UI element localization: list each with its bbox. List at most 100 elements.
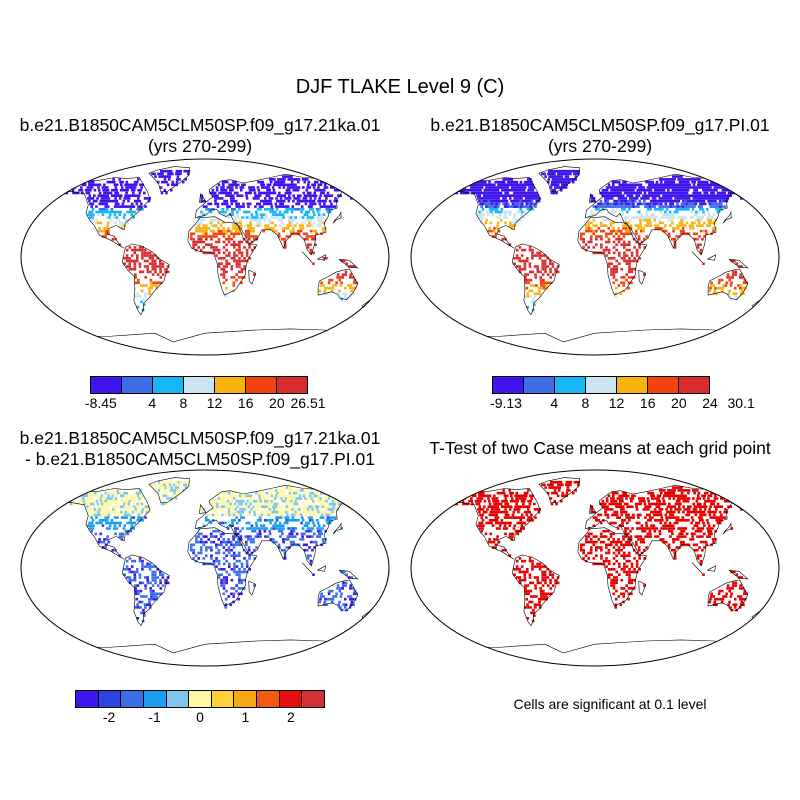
grid-cell bbox=[668, 199, 671, 203]
grid-cell bbox=[312, 499, 315, 503]
grid-cell bbox=[240, 251, 244, 255]
diff-title-line1: b.e21.B1850CAM5CLM50SP.f09_g17.21ka.01 bbox=[19, 428, 381, 448]
grid-cell bbox=[307, 521, 310, 525]
grid-cell bbox=[350, 600, 354, 604]
grid-cell bbox=[610, 262, 613, 265]
grid-cell bbox=[662, 227, 665, 230]
grid-cell bbox=[662, 194, 665, 197]
grid-cell bbox=[730, 592, 733, 596]
grid-cell bbox=[217, 548, 221, 552]
grid-cell bbox=[88, 527, 92, 530]
grid-cell bbox=[167, 169, 171, 173]
grid-cell bbox=[58, 502, 62, 506]
grid-cell bbox=[463, 188, 467, 192]
grid-cell bbox=[343, 295, 347, 298]
grid-cell bbox=[611, 205, 614, 208]
grid-cell bbox=[711, 527, 714, 530]
grid-cell bbox=[316, 208, 319, 211]
grid-cell bbox=[561, 183, 564, 187]
grid-cell bbox=[549, 172, 552, 176]
grid-cell bbox=[289, 527, 293, 530]
grid-cell bbox=[542, 284, 546, 287]
grid-cell bbox=[506, 521, 510, 525]
grid-cell bbox=[318, 202, 322, 206]
coastline bbox=[728, 258, 749, 269]
grid-cell bbox=[151, 257, 154, 260]
grid-cell bbox=[217, 248, 221, 252]
grid-cell bbox=[215, 565, 218, 568]
grid-cell bbox=[245, 559, 249, 563]
grid-cell bbox=[494, 546, 497, 549]
grid-cell bbox=[616, 188, 620, 192]
grid-cell bbox=[659, 521, 662, 525]
grid-cell bbox=[310, 516, 313, 519]
grid-cell bbox=[141, 568, 144, 571]
grid-cell bbox=[622, 202, 626, 206]
grid-cell bbox=[539, 278, 543, 282]
grid-cell bbox=[599, 208, 603, 211]
grid-cell bbox=[685, 191, 689, 195]
grid-cell bbox=[106, 510, 109, 514]
grid-cell bbox=[615, 278, 618, 282]
grid-cell bbox=[342, 603, 345, 606]
grid-cell bbox=[89, 502, 93, 506]
grid-cell bbox=[292, 540, 295, 544]
grid-cell bbox=[154, 267, 157, 271]
grid-cell bbox=[556, 175, 560, 178]
grid-cell bbox=[509, 221, 512, 225]
grid-cell bbox=[534, 276, 537, 279]
grid-cell bbox=[617, 240, 621, 244]
grid-cell bbox=[96, 213, 100, 216]
grid-cell bbox=[728, 589, 731, 593]
grid-cell bbox=[546, 180, 550, 184]
grid-cell bbox=[283, 489, 286, 492]
grid-cell bbox=[635, 543, 638, 547]
grid-cell bbox=[290, 529, 293, 533]
grid-cell bbox=[622, 224, 625, 227]
grid-cell bbox=[331, 510, 334, 514]
grid-cell bbox=[730, 216, 734, 219]
grid-cell bbox=[490, 202, 494, 206]
grid-cell bbox=[248, 568, 251, 571]
grid-cell bbox=[160, 480, 163, 484]
grid-cell bbox=[607, 568, 611, 571]
grid-cell bbox=[330, 289, 334, 293]
grid-cell bbox=[230, 548, 233, 552]
data-cells bbox=[448, 169, 767, 312]
grid-cell bbox=[552, 191, 556, 195]
grid-cell bbox=[517, 197, 521, 200]
grid-cell bbox=[96, 197, 99, 200]
grid-cell bbox=[589, 551, 593, 555]
grid-cell bbox=[621, 213, 624, 216]
grid-cell bbox=[224, 499, 228, 503]
grid-cell bbox=[670, 199, 674, 203]
grid-cell bbox=[292, 519, 295, 522]
grid-cell bbox=[274, 497, 277, 500]
grid-cell bbox=[494, 188, 498, 192]
grid-cell bbox=[299, 497, 303, 500]
grid-cell bbox=[139, 499, 143, 503]
grid-cell bbox=[247, 494, 251, 498]
grid-cell bbox=[527, 278, 530, 282]
grid-cell bbox=[547, 178, 551, 181]
grid-cell bbox=[672, 216, 675, 219]
grid-cell bbox=[590, 213, 593, 216]
grid-cell bbox=[716, 210, 720, 214]
grid-cell bbox=[730, 281, 733, 285]
grid-cell bbox=[234, 224, 238, 227]
grid-cell bbox=[509, 188, 513, 192]
coastline bbox=[589, 193, 597, 203]
grid-cell bbox=[635, 559, 639, 563]
grid-cell bbox=[536, 254, 539, 257]
grid-cell bbox=[220, 505, 224, 508]
grid-cell bbox=[258, 527, 261, 530]
grid-cell bbox=[503, 194, 506, 197]
grid-cell bbox=[253, 502, 257, 506]
grid-cell bbox=[554, 175, 558, 178]
grid-cell bbox=[214, 199, 217, 203]
grid-cell bbox=[238, 578, 241, 582]
grid-cell bbox=[306, 224, 309, 227]
grid-cell bbox=[659, 186, 663, 189]
grid-cell bbox=[694, 218, 698, 222]
grid-cell bbox=[224, 295, 228, 298]
